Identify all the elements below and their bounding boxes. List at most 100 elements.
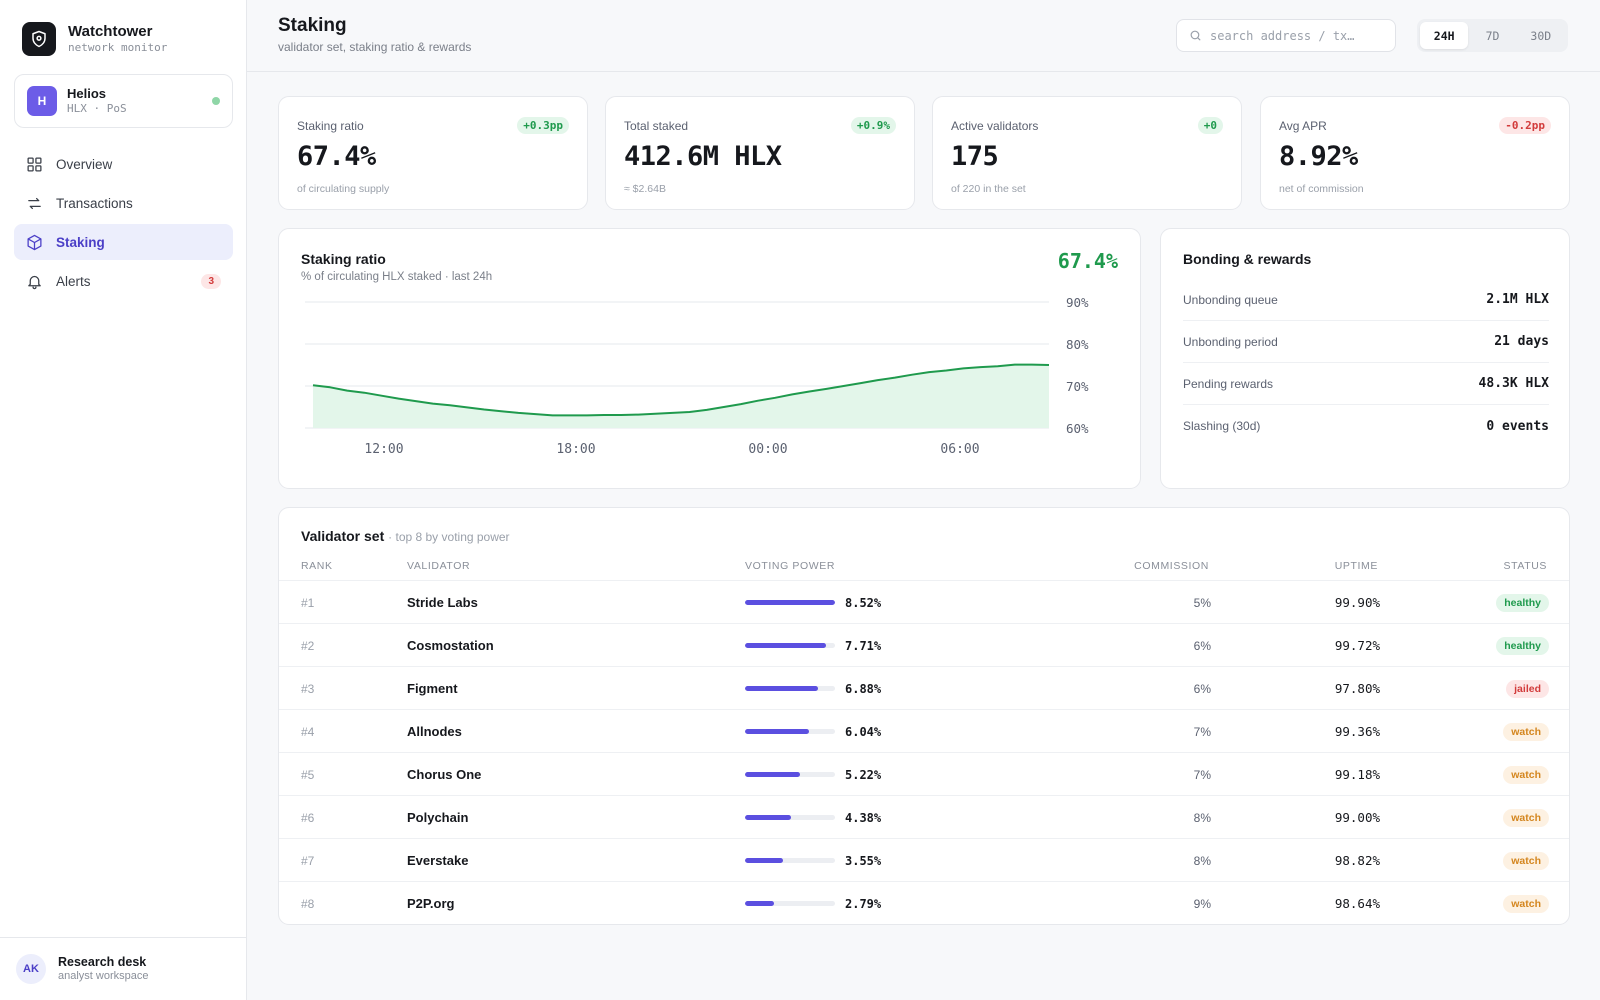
table-title-text: Validator set	[301, 528, 385, 544]
voting-power: 8.52%	[745, 581, 881, 624]
kpi-delta-badge: +0.3pp	[517, 117, 569, 134]
app-name: Watchtower	[68, 23, 153, 40]
chart-title: Staking ratio	[301, 251, 386, 267]
commission-value: 9%	[1193, 896, 1211, 911]
commission-value: 8%	[1193, 853, 1211, 868]
column-header-uptime[interactable]: UPTIME	[1334, 560, 1378, 572]
network-meta: HLX · PoS	[67, 102, 127, 115]
status-cell: watch	[1503, 882, 1549, 924]
grid-icon	[27, 156, 42, 172]
bonding-row-slashing: Slashing (30d) 0 events	[1183, 405, 1549, 447]
sidebar-nav: Overview Transactions Staking Alerts 3	[14, 146, 233, 302]
validator-name: Polychain	[407, 810, 469, 825]
validator-name: P2P.org	[407, 896, 455, 911]
status-badge: watch	[1503, 765, 1549, 784]
validator-rank: #8	[301, 896, 315, 911]
status-cell: watch	[1503, 753, 1549, 796]
voting-power-bar	[745, 686, 835, 691]
validator-set-table: Validator set · top 8 by voting power RA…	[278, 507, 1570, 925]
status-cell: watch	[1503, 796, 1549, 839]
kpi-footnote: of circulating supply	[297, 183, 390, 195]
kpi-footnote: of 220 in the set	[951, 183, 1026, 195]
column-header-validator[interactable]: VALIDATOR	[407, 560, 471, 572]
commission-value: 7%	[1193, 724, 1211, 739]
voting-power: 6.04%	[745, 710, 881, 753]
kpi-delta-badge: -0.2pp	[1499, 117, 1551, 134]
uptime-value: 99.18%	[1334, 767, 1380, 782]
voting-power-value: 2.79%	[845, 896, 882, 911]
bonding-row-unbonding-queue: Unbonding queue 2.1M HLX	[1183, 279, 1549, 321]
table-row[interactable]: #7 Everstake 3.55% 8% 98.82% watch	[279, 838, 1569, 882]
status-cell: healthy	[1496, 581, 1549, 624]
validator-name: Cosmostation	[407, 638, 494, 653]
table-row[interactable]: #2 Cosmostation 7.71% 6% 99.72% healthy	[279, 623, 1569, 667]
validator-name: Stride Labs	[407, 595, 478, 610]
workspace-switcher[interactable]: AK Research desk analyst workspace	[0, 937, 247, 1000]
table-row[interactable]: #6 Polychain 4.38% 8% 99.00% watch	[279, 795, 1569, 839]
status-cell: healthy	[1496, 624, 1549, 667]
bonding-value: 48.3K HLX	[1478, 376, 1549, 391]
sidebar-item-overview[interactable]: Overview	[14, 146, 233, 182]
voting-power-bar	[745, 772, 835, 777]
voting-power-bar	[745, 858, 835, 863]
alerts-count-badge: 3	[201, 273, 221, 289]
series-line	[312, 363, 1050, 417]
search-icon	[1190, 30, 1201, 41]
validator-rank: #3	[301, 681, 315, 696]
cube-icon	[27, 234, 42, 250]
status-badge: jailed	[1506, 679, 1549, 698]
voting-power: 2.79%	[745, 882, 882, 924]
y-tick-label: 70%	[1066, 379, 1089, 394]
column-header-commission[interactable]: COMMISSION	[1134, 560, 1209, 572]
validator-rank: #5	[301, 767, 315, 782]
bonding-label: Slashing (30d)	[1183, 419, 1261, 433]
kpi-card-avg-apr: Avg APR -0.2pp 8.92% net of commission	[1260, 96, 1570, 210]
bell-icon	[28, 275, 41, 289]
search-box[interactable]	[1176, 19, 1396, 52]
range-30d-button[interactable]: 30D	[1530, 28, 1552, 43]
bonding-rewards-card: Bonding & rewards Unbonding queue 2.1M H…	[1160, 228, 1570, 489]
column-header-status[interactable]: STATUS	[1503, 560, 1547, 572]
range-24h-button[interactable]: 24H	[1420, 22, 1469, 49]
table-row[interactable]: #1 Stride Labs 8.52% 5% 99.90% healthy	[279, 580, 1569, 624]
table-subtitle: · top 8 by voting power	[388, 530, 510, 544]
voting-power-bar	[745, 600, 835, 605]
uptime-value: 99.36%	[1334, 724, 1380, 739]
search-input[interactable]	[1210, 28, 1380, 43]
voting-power-value: 4.38%	[845, 810, 882, 825]
voting-power-value: 8.52%	[845, 595, 882, 610]
brand[interactable]: Watchtower network monitor	[22, 22, 167, 56]
commission-value: 6%	[1193, 638, 1211, 653]
voting-power-bar-fill	[745, 772, 801, 777]
table-row[interactable]: #3 Figment 6.88% 6% 97.80% jailed	[279, 666, 1569, 709]
validator-name: Figment	[407, 681, 458, 696]
table-row[interactable]: #8 P2P.org 2.79% 9% 98.64% watch	[279, 881, 1569, 924]
bonding-value: 0 events	[1486, 418, 1549, 434]
status-cell: watch	[1503, 839, 1549, 882]
validator-rank: #4	[301, 724, 315, 739]
bonding-list: Unbonding queue 2.1M HLX Unbonding perio…	[1183, 279, 1549, 447]
table-row[interactable]: #5 Chorus One 5.22% 7% 99.18% watch	[279, 752, 1569, 796]
voting-power-value: 5.22%	[845, 767, 882, 782]
uptime-value: 98.64%	[1334, 896, 1380, 911]
series-area	[313, 364, 1049, 428]
bonding-row-unbonding-period: Unbonding period 21 days	[1183, 321, 1549, 363]
sidebar-item-alerts[interactable]: Alerts 3	[14, 263, 233, 299]
voting-power-value: 6.88%	[845, 681, 882, 696]
network-selector[interactable]: H Helios HLX · PoS	[14, 74, 233, 128]
chart-subtitle: % of circulating HLX staked · last 24h	[301, 271, 493, 283]
kpi-label: Avg APR	[1279, 119, 1327, 133]
column-header-rank[interactable]: RANK	[301, 560, 333, 572]
app-subtitle: network monitor	[68, 41, 168, 54]
voting-power-bar	[745, 901, 835, 906]
table-row[interactable]: #4 Allnodes 6.04% 7% 99.36% watch	[279, 709, 1569, 753]
column-header-voting-power[interactable]: VOTING POWER	[745, 560, 836, 572]
network-name: Helios	[67, 86, 107, 101]
validator-name: Chorus One	[407, 767, 482, 782]
kpi-value: 412.6M HLX	[624, 141, 782, 172]
sidebar-item-label: Alerts	[56, 273, 91, 289]
shield-logo-icon	[22, 22, 56, 56]
range-7d-button[interactable]: 7D	[1485, 28, 1500, 43]
sidebar-item-transactions[interactable]: Transactions	[14, 185, 233, 221]
sidebar-item-staking[interactable]: Staking	[14, 224, 233, 260]
